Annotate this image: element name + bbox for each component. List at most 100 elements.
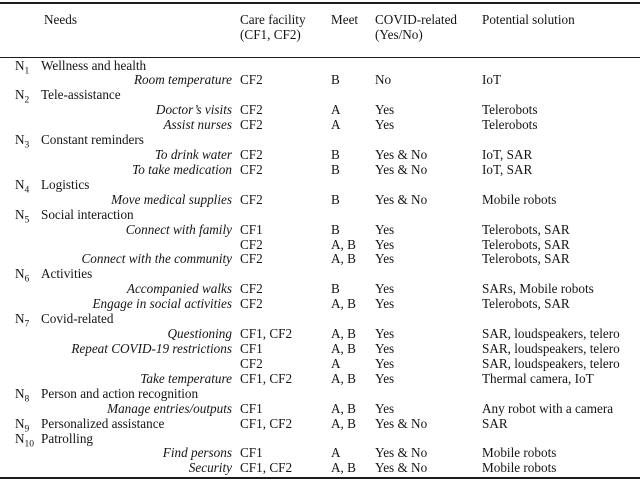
meet-cell: A, B xyxy=(331,236,356,252)
covid-related-cell: Yes & No xyxy=(375,147,428,163)
care-facility-cell: CF1 xyxy=(240,221,263,237)
need-item-label: Engage in social activities xyxy=(92,297,232,312)
need-category-label: Constant reminders xyxy=(41,133,144,148)
need-category-label: Tele-assistance xyxy=(41,88,121,103)
potential-solution-cell: Mobile robots xyxy=(482,461,557,476)
need-id-subscript: 5 xyxy=(24,215,30,226)
need-item-label: To drink water xyxy=(154,148,232,163)
need-id-subscript: 1 xyxy=(24,66,30,77)
table-row: N6 Activities xyxy=(0,266,640,284)
table-row: N7 Covid-related xyxy=(0,311,640,329)
need-id-letter: N xyxy=(15,87,25,103)
care-facility-cell: CF2 xyxy=(240,355,263,371)
table-row: Engage in social activities CF2 A, B Yes Tel… xyxy=(0,296,640,312)
potential-solution-cell: Telerobots, SAR xyxy=(482,222,570,237)
need-item-label: Questioning xyxy=(167,327,232,342)
potential-solution-cell: SAR, loudspeakers, telero xyxy=(482,356,620,371)
need-id: N7 xyxy=(15,311,41,329)
potential-solution-cell: SAR, loudspeakers, telero xyxy=(482,327,620,342)
care-facility-cell: CF1 xyxy=(240,445,263,461)
table-row: Assist nurses CF2 A Yes Telerobots xyxy=(0,117,640,133)
need-item-label: Take temperature xyxy=(140,371,232,386)
meet-cell: A, B xyxy=(331,370,356,386)
need-id: N4 xyxy=(15,177,41,196)
table-bottom-rule xyxy=(0,477,640,479)
covid-related-cell: Yes xyxy=(375,341,395,357)
covid-related-cell: Yes & No xyxy=(375,191,428,207)
care-facility-cell: CF2 xyxy=(240,147,263,163)
table-row: CF2 A, B Yes Telerobots, SAR xyxy=(0,236,640,253)
need-id: N6 xyxy=(15,266,41,284)
need-id: N3 xyxy=(15,132,41,151)
potential-solution-cell: Telerobots xyxy=(482,103,538,118)
covid-related-cell: Yes xyxy=(375,296,395,312)
potential-solution-cell: Telerobots, SAR xyxy=(482,297,570,312)
meet-cell: B xyxy=(331,72,340,88)
need-category-label: Patrolling xyxy=(41,431,94,446)
meet-cell: A xyxy=(331,102,341,118)
meet-cell: A, B xyxy=(331,400,356,416)
potential-solution-cell: Thermal camera, IoT xyxy=(482,371,594,386)
covid-related-cell: Yes & No xyxy=(375,415,428,431)
care-facility-cell: CF2 xyxy=(240,117,263,133)
covid-related-cell: Yes xyxy=(375,236,395,252)
meet-cell: B xyxy=(331,161,340,177)
meet-cell: B xyxy=(331,191,340,207)
meet-cell: A xyxy=(331,355,341,371)
potential-solution-cell: Mobile robots xyxy=(482,192,557,207)
table-header-rule xyxy=(0,57,640,58)
table-row: N9 Personalized assistance CF1, CF2 A, B Yes… xyxy=(0,415,640,434)
care-facility-cell: CF2 xyxy=(240,296,263,312)
table-row: Accompanied walks CF2 B Yes SARs, Mobile rob… xyxy=(0,281,640,297)
meet-cell: B xyxy=(331,281,340,297)
need-category-label: Person and action recognition xyxy=(41,386,199,401)
need-id: N8 xyxy=(15,386,41,405)
column-header-needs: Needs xyxy=(44,12,77,27)
potential-solution-cell: Telerobots, SAR xyxy=(482,237,570,252)
covid-related-cell: Yes xyxy=(375,355,395,371)
need-item-label: Repeat COVID-19 restrictions xyxy=(71,342,232,357)
table-row: N4 Logistics xyxy=(0,177,640,196)
column-header-covid-related: COVID-related (Yes/No) xyxy=(375,12,458,42)
potential-solution-cell: Telerobots xyxy=(482,118,538,133)
need-category-label: Activities xyxy=(41,267,93,282)
table-body: N1 Wellness and health Room temperature CF2… xyxy=(0,58,640,477)
covid-related-cell: Yes & No xyxy=(375,445,428,461)
table-row: N3 Constant reminders xyxy=(0,132,640,151)
meet-cell: A, B xyxy=(331,415,356,431)
table-row: Doctor’s visits CF2 A Yes Telerobots xyxy=(0,102,640,118)
need-item-label: Assist nurses xyxy=(163,118,232,133)
need-id: N1 xyxy=(15,58,41,77)
need-category-label: Covid-related xyxy=(41,312,114,327)
covid-related-cell: Yes & No xyxy=(375,161,428,177)
covid-related-cell: Yes xyxy=(375,251,395,267)
need-id-subscript: 8 xyxy=(24,394,30,405)
need-id-subscript: 4 xyxy=(24,185,30,196)
need-id-letter: N xyxy=(15,311,25,327)
need-id: N5 xyxy=(15,207,41,226)
covid-related-cell: Yes xyxy=(375,102,395,118)
table-row: Questioning CF1, CF2 A, B Yes SAR, loudspeak… xyxy=(0,326,640,342)
need-item-label: Connect with the community xyxy=(81,252,232,267)
covid-related-cell: Yes xyxy=(375,117,395,133)
column-header-potential-solution: Potential solution xyxy=(482,12,575,27)
need-item-label: To take medication xyxy=(132,162,232,177)
table-top-rule xyxy=(0,2,640,4)
meet-cell: A, B xyxy=(331,251,356,267)
table-row: CF2 A Yes SAR, loudspeakers, telero xyxy=(0,355,640,372)
meet-cell: B xyxy=(331,147,340,163)
meet-cell: A xyxy=(331,117,341,133)
care-facility-cell: CF2 xyxy=(240,102,263,118)
need-id-subscript: 3 xyxy=(24,140,30,151)
care-facility-cell: CF1, CF2 xyxy=(240,415,293,431)
table-row: Room temperature CF2 B No IoT xyxy=(0,72,640,88)
table-row: To take medication CF2 B Yes & No IoT, SAR xyxy=(0,161,640,178)
need-item-label: Security xyxy=(188,461,232,476)
need-item-label: Accompanied walks xyxy=(126,282,232,297)
covid-related-cell: Yes & No xyxy=(375,460,428,476)
potential-solution-cell: IoT, SAR xyxy=(482,162,533,177)
table-row: Connect with the community CF2 A, B Yes Tele… xyxy=(0,252,640,267)
care-facility-cell: CF1, CF2 xyxy=(240,326,293,342)
meet-cell: A, B xyxy=(331,460,356,476)
need-item-label: Connect with family xyxy=(125,222,232,237)
